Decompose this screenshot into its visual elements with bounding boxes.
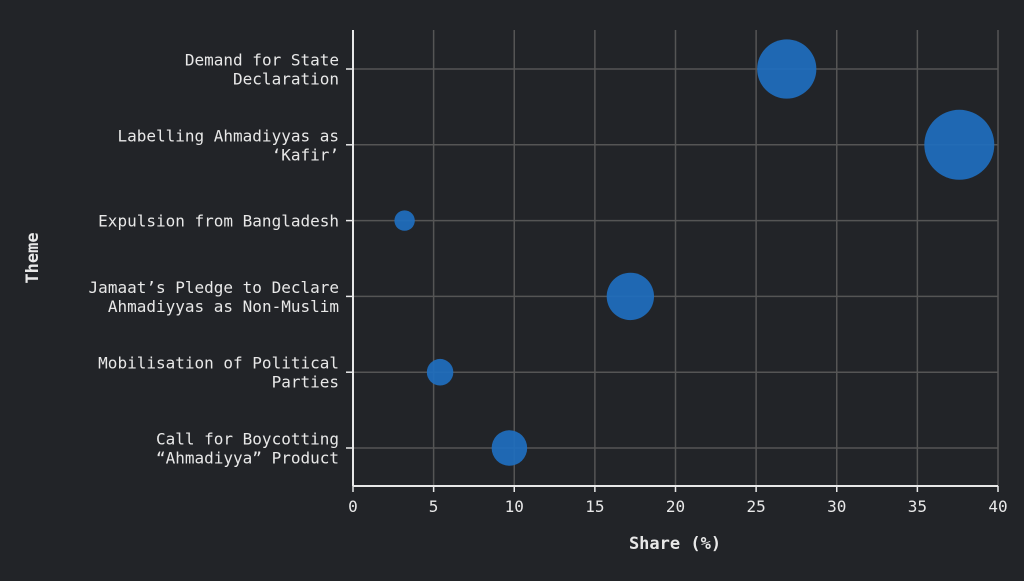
y-tick-label: Call for Boycotting “Ahmadiyya” Product bbox=[156, 430, 339, 468]
data-point bbox=[924, 109, 995, 180]
x-tick-label: 35 bbox=[908, 497, 927, 516]
data-point bbox=[426, 358, 454, 386]
grid-layer bbox=[353, 30, 999, 486]
y-tick-label: Jamaat’s Pledge to Declare Ahmadiyyas as … bbox=[89, 278, 339, 316]
x-tick-label: 10 bbox=[505, 497, 524, 516]
y-tick-label: Labelling Ahmadiyyas as ‘Kafir’ bbox=[117, 126, 339, 164]
axis-layer bbox=[346, 30, 999, 492]
x-tick-label: 5 bbox=[429, 497, 439, 516]
x-tick-label: 25 bbox=[746, 497, 765, 516]
x-axis-title: Share (%) bbox=[629, 534, 721, 554]
x-tick-label: 30 bbox=[827, 497, 846, 516]
data-point bbox=[491, 430, 528, 466]
x-tick-label: 40 bbox=[988, 497, 1007, 516]
x-tick-label: 20 bbox=[666, 497, 685, 516]
y-tick-label: Demand for State Declaration bbox=[185, 51, 339, 89]
data-point bbox=[606, 272, 655, 321]
y-tick-label: Mobilisation of Political Parties bbox=[98, 354, 339, 392]
point-layer bbox=[394, 39, 995, 466]
x-tick-label: 15 bbox=[585, 497, 604, 516]
label-layer: 0 5 10 15 20 25 30 35 40 Demand for State Declarat… bbox=[89, 51, 1008, 517]
y-tick-label: Expulsion from Bangladesh bbox=[98, 212, 339, 231]
data-point bbox=[757, 39, 817, 99]
y-axis-title: Theme bbox=[23, 232, 43, 283]
x-tick-label: 0 bbox=[348, 497, 358, 516]
data-point bbox=[394, 210, 415, 231]
